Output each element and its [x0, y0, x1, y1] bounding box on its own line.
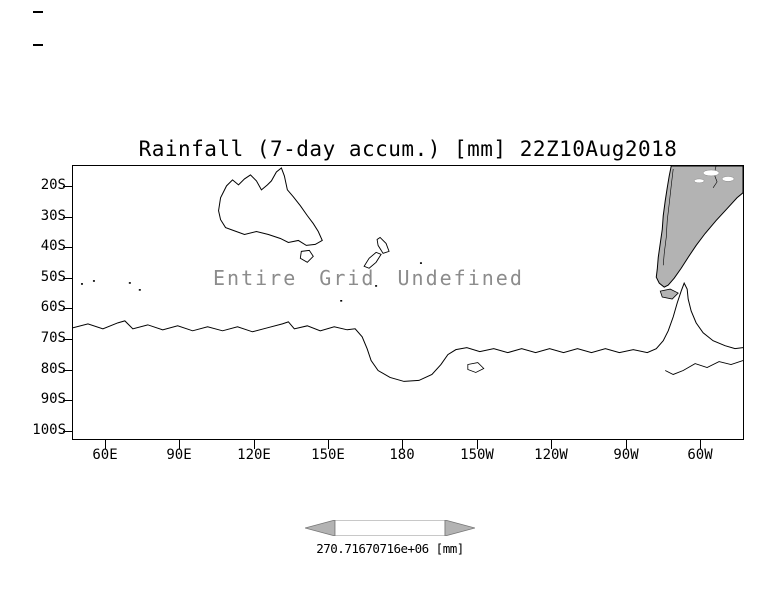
new-zealand-south-island: [363, 251, 382, 269]
x-tick-mark: [477, 440, 478, 449]
x-tick-label: 120E: [237, 447, 271, 463]
x-tick-mark: [179, 440, 180, 449]
stray-tick: [33, 44, 43, 46]
y-tick-label: 80S: [40, 361, 66, 377]
y-tick-label: 50S: [40, 269, 66, 285]
x-tick-mark: [551, 440, 552, 449]
ice-shelf-edge-line: [467, 362, 485, 373]
colorbar-body: [334, 519, 446, 537]
x-tick-label: 150W: [460, 447, 494, 463]
stray-tick: [33, 11, 43, 13]
y-tick-mark: [63, 247, 72, 248]
tierra-del-fuego-island: [659, 288, 679, 300]
x-tick-mark: [328, 440, 329, 449]
x-tick-label: 60W: [687, 447, 713, 463]
x-tick-label: 150E: [311, 447, 345, 463]
tasmania-coastline: [299, 249, 314, 263]
x-tick-mark: [700, 440, 701, 449]
colorbar-units: [mm]: [435, 541, 465, 556]
x-tick-label: 180: [389, 447, 415, 463]
y-tick-mark: [63, 431, 72, 432]
river-line: [712, 166, 718, 189]
y-tick-label: 30S: [40, 208, 66, 224]
y-tick-label: 70S: [40, 330, 66, 346]
y-tick-label: 60S: [40, 299, 66, 315]
island-dot: [92, 280, 95, 282]
colorbar-svg: [303, 519, 477, 537]
y-tick-mark: [63, 278, 72, 279]
island-dot: [375, 285, 378, 287]
map-svg: [73, 166, 743, 382]
x-tick-mark: [402, 440, 403, 449]
y-tick-label: 20S: [40, 177, 66, 193]
y-tick-mark: [63, 308, 72, 309]
colorbar-value: 270.71670716e+06: [316, 541, 429, 556]
map-plot-area: Entire Grid Undefined: [72, 165, 744, 440]
island-dot: [128, 282, 131, 284]
y-tick-label: 90S: [40, 391, 66, 407]
island-dot: [340, 300, 343, 302]
lake-patch: [702, 169, 720, 177]
island-dot: [138, 289, 141, 291]
andes-border-line: [662, 168, 674, 266]
x-tick-mark: [105, 440, 106, 449]
y-tick-mark: [63, 339, 72, 340]
antarctica-coastline: [73, 281, 743, 382]
x-tick-label: 90E: [166, 447, 192, 463]
colorbar-label: 270.71670716e+06 [mm]: [300, 541, 480, 556]
south-america-landmass: [655, 166, 743, 288]
y-tick-mark: [63, 400, 72, 401]
australia-coastline: [218, 167, 323, 246]
y-tick-label: 40S: [40, 238, 66, 254]
lake-patch: [693, 178, 705, 184]
x-tick-mark: [254, 440, 255, 449]
new-zealand-north-island: [376, 236, 390, 254]
x-tick-label: 90W: [613, 447, 639, 463]
weddell-sea-coast-line: [665, 360, 743, 375]
y-tick-mark: [63, 186, 72, 187]
colorbar: [303, 519, 477, 537]
y-tick-mark: [63, 370, 72, 371]
y-tick-label: 100S: [32, 422, 66, 438]
x-tick-mark: [626, 440, 627, 449]
colorbar-left-arrow: [303, 519, 336, 537]
plot-title: Rainfall (7-day accum.) [mm] 22Z10Aug201…: [138, 137, 678, 161]
lake-patch: [721, 176, 735, 182]
y-tick-mark: [63, 217, 72, 218]
x-tick-label: 120W: [534, 447, 568, 463]
island-dot: [80, 283, 83, 285]
x-tick-label: 60E: [92, 447, 118, 463]
colorbar-right-arrow: [444, 519, 477, 537]
undefined-grid-message: Entire Grid Undefined: [213, 266, 524, 290]
island-dot: [419, 262, 422, 264]
